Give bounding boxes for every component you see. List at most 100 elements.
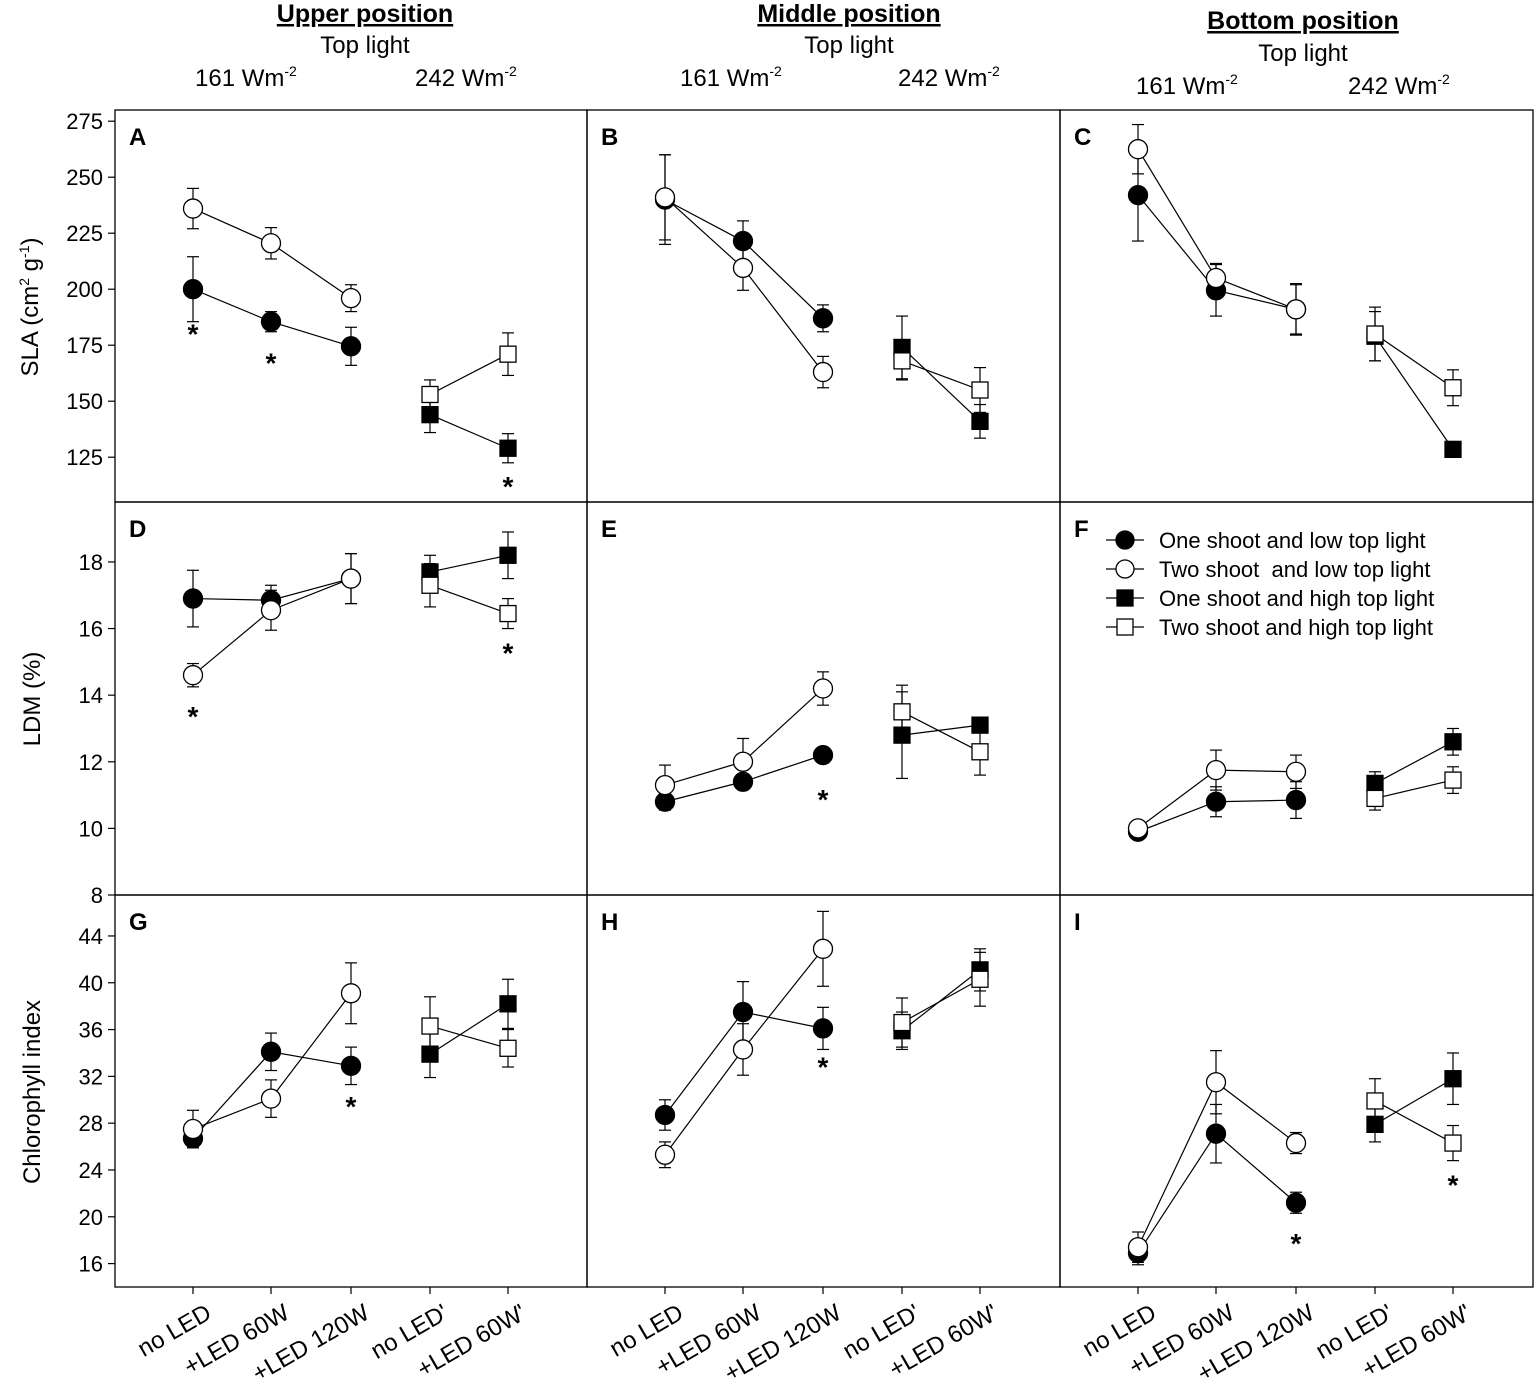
panel-label: B <box>601 124 618 151</box>
panel-label: C <box>1074 124 1091 151</box>
significance-star: * <box>266 348 277 379</box>
legend-label-two-low: Two shoot and low top light <box>1159 557 1431 582</box>
legend-label-two-high: Two shoot and high top light <box>1159 615 1433 640</box>
y-tick-label: 250 <box>66 165 103 190</box>
panel-e: E* <box>586 501 1061 896</box>
y-axis-label-sla: SLA (cm2 g-1) <box>16 238 44 377</box>
data-point <box>893 352 911 370</box>
significance-star: * <box>818 784 829 815</box>
panel-f: F <box>1059 501 1534 896</box>
data-point <box>260 600 282 621</box>
data-point <box>1127 139 1149 160</box>
y-tick-label: 10 <box>79 816 103 841</box>
data-point <box>1444 1134 1462 1152</box>
data-point <box>812 678 834 699</box>
column-header-middle: Middle position Top light 161 Wm-2 242 W… <box>680 0 1000 92</box>
y-tick-label: 16 <box>79 1252 103 1277</box>
panel-a: A * * * <box>114 109 588 503</box>
panel-label: H <box>601 909 618 936</box>
data-point <box>340 288 362 309</box>
data-point <box>1205 1072 1227 1093</box>
legend: One shoot and low top light Two shoot an… <box>1106 528 1434 640</box>
data-point <box>1366 325 1384 343</box>
data-point <box>421 385 439 404</box>
data-point <box>499 995 517 1013</box>
series-line <box>1374 335 1454 450</box>
legend-marker-one-high <box>1116 589 1134 607</box>
significance-star: * <box>188 319 199 350</box>
data-point <box>499 345 517 363</box>
series-line <box>1374 1078 1454 1125</box>
data-point <box>1205 267 1227 289</box>
significance-star: * <box>503 638 514 669</box>
series-line <box>1374 333 1454 389</box>
series-two-low <box>182 553 362 688</box>
data-point <box>260 233 282 254</box>
legend-marker-two-low <box>1115 559 1135 579</box>
series-two-low <box>1127 749 1307 839</box>
panel-label: G <box>129 909 148 936</box>
data-point <box>421 576 439 594</box>
data-point <box>654 1144 676 1165</box>
panel-c: C <box>1059 109 1534 503</box>
series-line <box>664 196 824 373</box>
panel-label: I <box>1074 909 1081 936</box>
significance-star: * <box>818 1051 829 1082</box>
series-line <box>901 724 981 736</box>
y-tick-label: 275 <box>66 109 103 134</box>
y-tick-label: 8 <box>91 883 103 908</box>
data-point <box>1205 1123 1227 1144</box>
series-line <box>429 1003 509 1055</box>
series-line <box>901 711 981 753</box>
irradiance-high: 242 Wm-2 <box>415 63 517 92</box>
data-point <box>499 439 517 457</box>
series-one-high <box>421 978 517 1079</box>
data-point <box>812 308 834 329</box>
data-point <box>340 568 362 589</box>
irradiance-high: 242 Wm-2 <box>898 63 1000 92</box>
y-tick-label: 16 <box>79 617 103 642</box>
series-two-low <box>654 154 834 389</box>
panel-i: I * * <box>1059 894 1534 1294</box>
data-point <box>654 774 676 796</box>
series-one-high <box>1366 727 1462 796</box>
data-point <box>260 1041 282 1062</box>
data-point <box>1127 1237 1149 1258</box>
legend-label-one-high: One shoot and high top light <box>1159 586 1434 611</box>
data-point <box>971 412 989 431</box>
series-two-low <box>182 962 362 1149</box>
series-two-high <box>421 332 517 410</box>
y-tick-label: 200 <box>66 277 103 302</box>
y-tick-label: 125 <box>66 445 103 470</box>
y-tick-label: 150 <box>66 389 103 414</box>
data-point <box>182 665 204 686</box>
y-axis-label-chlorophyll: Chlorophyll index <box>19 1000 46 1184</box>
y-tick-label: 18 <box>79 550 103 575</box>
data-point <box>1205 759 1227 781</box>
data-point <box>1444 379 1462 397</box>
y-tick-label: 44 <box>79 924 103 949</box>
data-point <box>654 1104 676 1126</box>
data-point <box>1366 1092 1384 1110</box>
irradiance-low: 161 Wm-2 <box>1136 71 1238 100</box>
data-point <box>1285 1192 1307 1213</box>
data-point <box>971 381 989 399</box>
series-one-low <box>182 256 362 366</box>
data-point <box>340 336 362 357</box>
series-two-low <box>654 910 834 1169</box>
column-title: Upper position <box>277 0 453 28</box>
series-two-low <box>182 187 362 313</box>
data-point <box>654 187 676 208</box>
column-header-bottom: Bottom position Top light 161 Wm-2 242 W… <box>1136 7 1450 100</box>
panel-label: D <box>129 516 146 543</box>
data-point <box>1127 818 1149 839</box>
irradiance-low: 161 Wm-2 <box>680 63 782 92</box>
data-point <box>1285 789 1307 811</box>
data-point <box>812 1018 834 1039</box>
series-one-low <box>654 980 834 1131</box>
data-point <box>1444 771 1462 789</box>
panel-g: G* <box>114 894 588 1294</box>
series-line <box>1374 779 1454 799</box>
irradiance-low: 161 Wm-2 <box>195 63 297 92</box>
